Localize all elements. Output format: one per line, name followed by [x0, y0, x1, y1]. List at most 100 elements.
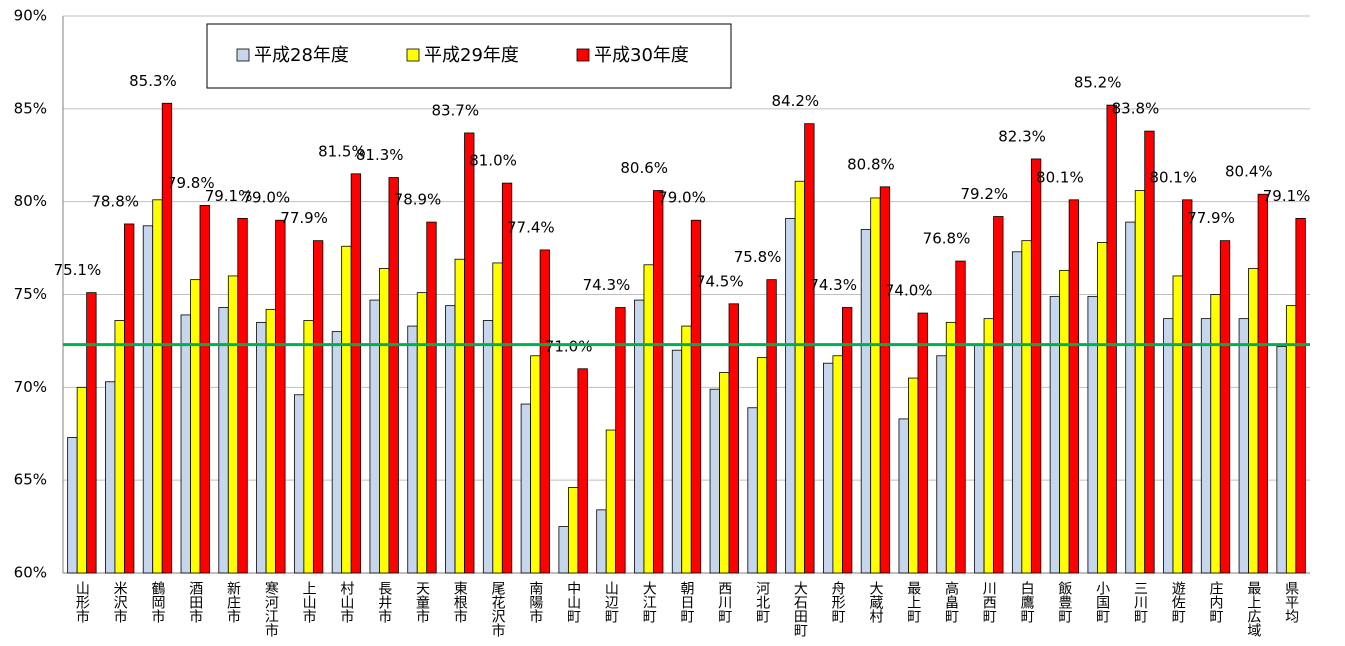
bar — [1097, 242, 1108, 574]
x-tick-label: 最上広域 — [1245, 581, 1261, 637]
x-tick-label: 上山市 — [301, 581, 317, 623]
bar — [983, 318, 994, 574]
bar — [350, 173, 362, 574]
bar — [1163, 318, 1174, 574]
y-tick-label: 70% — [14, 378, 47, 396]
bar — [1125, 221, 1136, 574]
bar — [615, 307, 626, 574]
y-tick-label: 85% — [14, 99, 47, 117]
value-label: 81.5% — [318, 142, 366, 160]
bar — [634, 299, 645, 574]
value-label: 81.0% — [469, 152, 517, 170]
y-tick-label: 60% — [14, 564, 47, 582]
bar — [161, 102, 173, 574]
bar — [369, 299, 380, 574]
bar — [785, 217, 796, 574]
x-tick-label: 高畠町 — [943, 580, 959, 623]
bar — [908, 377, 919, 574]
bar — [643, 264, 654, 574]
x-tick-label: 朝日町 — [679, 581, 695, 623]
bar — [879, 186, 891, 574]
x-tick-label: 小国町 — [1094, 581, 1110, 623]
value-label: 81.3% — [356, 146, 404, 164]
bar — [482, 320, 494, 574]
bar — [747, 407, 758, 574]
x-tick-label: 長井市 — [376, 581, 392, 623]
bar — [794, 180, 806, 574]
bar — [218, 307, 229, 574]
value-label: 80.4% — [1225, 163, 1273, 181]
bar — [256, 321, 267, 574]
x-tick-label: 鶴岡市 — [149, 580, 165, 623]
bar — [832, 355, 843, 574]
x-tick-label: 大江町 — [641, 581, 657, 623]
x-tick-label: 川西町 — [981, 581, 997, 623]
bar — [577, 368, 588, 574]
bar — [1144, 130, 1155, 574]
bar — [766, 279, 777, 574]
value-label: 76.8% — [923, 230, 971, 248]
value-label: 84.2% — [772, 92, 820, 110]
bar — [67, 437, 78, 574]
x-tick-label: 新庄市 — [225, 581, 241, 623]
y-tick-label: 75% — [14, 285, 47, 303]
bar — [1030, 158, 1042, 574]
bar — [804, 123, 815, 574]
bar — [756, 357, 768, 574]
value-label: 79.2% — [960, 185, 1008, 203]
bar — [1011, 251, 1023, 574]
x-tick-label: 白鷹町 — [1019, 581, 1035, 623]
bar — [823, 362, 834, 574]
bar — [426, 221, 437, 574]
legend-label: 平成30年度 — [594, 45, 689, 66]
bar — [379, 268, 390, 574]
bar — [180, 314, 191, 574]
bar — [1059, 269, 1070, 574]
x-tick-label: 村山市 — [338, 581, 354, 623]
legend-box — [206, 23, 732, 89]
value-label: 74.3% — [809, 276, 857, 294]
value-label: 78.8% — [91, 192, 139, 210]
bar — [1238, 318, 1249, 574]
x-tick-label: 遊佐町 — [1170, 581, 1186, 623]
x-tick-label: 南陽市 — [527, 581, 543, 623]
bar — [416, 292, 428, 574]
bar — [860, 229, 872, 574]
bar — [1257, 193, 1268, 574]
bar — [1295, 217, 1306, 574]
bar — [142, 225, 154, 574]
bar — [190, 279, 201, 574]
x-tick-label: 三川町 — [1132, 581, 1148, 623]
bar — [681, 325, 692, 574]
bar — [105, 381, 116, 574]
bar — [114, 320, 125, 574]
value-label: 74.0% — [885, 282, 933, 300]
x-tick-label: 尾花沢市 — [490, 581, 506, 637]
x-tick-label: 河北町 — [754, 581, 770, 623]
legend-label: 平成29年度 — [424, 45, 519, 66]
bar — [520, 403, 531, 574]
bar — [974, 344, 985, 574]
bar — [671, 349, 683, 574]
bar — [870, 197, 881, 574]
value-label: 77.9% — [1187, 209, 1235, 227]
value-label: 79.1% — [205, 187, 253, 205]
bar — [567, 487, 579, 574]
value-label: 80.8% — [847, 155, 895, 173]
x-tick-label: 山形市 — [74, 581, 90, 623]
bar — [1068, 199, 1080, 574]
bar — [152, 199, 163, 574]
bar — [898, 418, 909, 574]
x-tick-label: 米沢市 — [112, 581, 128, 623]
bar — [275, 219, 286, 574]
x-tick-label: 東根市 — [452, 581, 468, 623]
value-label: 78.9% — [394, 191, 442, 209]
bar — [293, 394, 305, 574]
value-label: 85.2% — [1074, 74, 1122, 92]
x-tick-label: 酒田市 — [187, 581, 203, 623]
x-tick-label: 庄内町 — [1208, 580, 1224, 623]
bar — [199, 204, 210, 574]
bar — [237, 217, 248, 574]
bar — [690, 219, 702, 574]
